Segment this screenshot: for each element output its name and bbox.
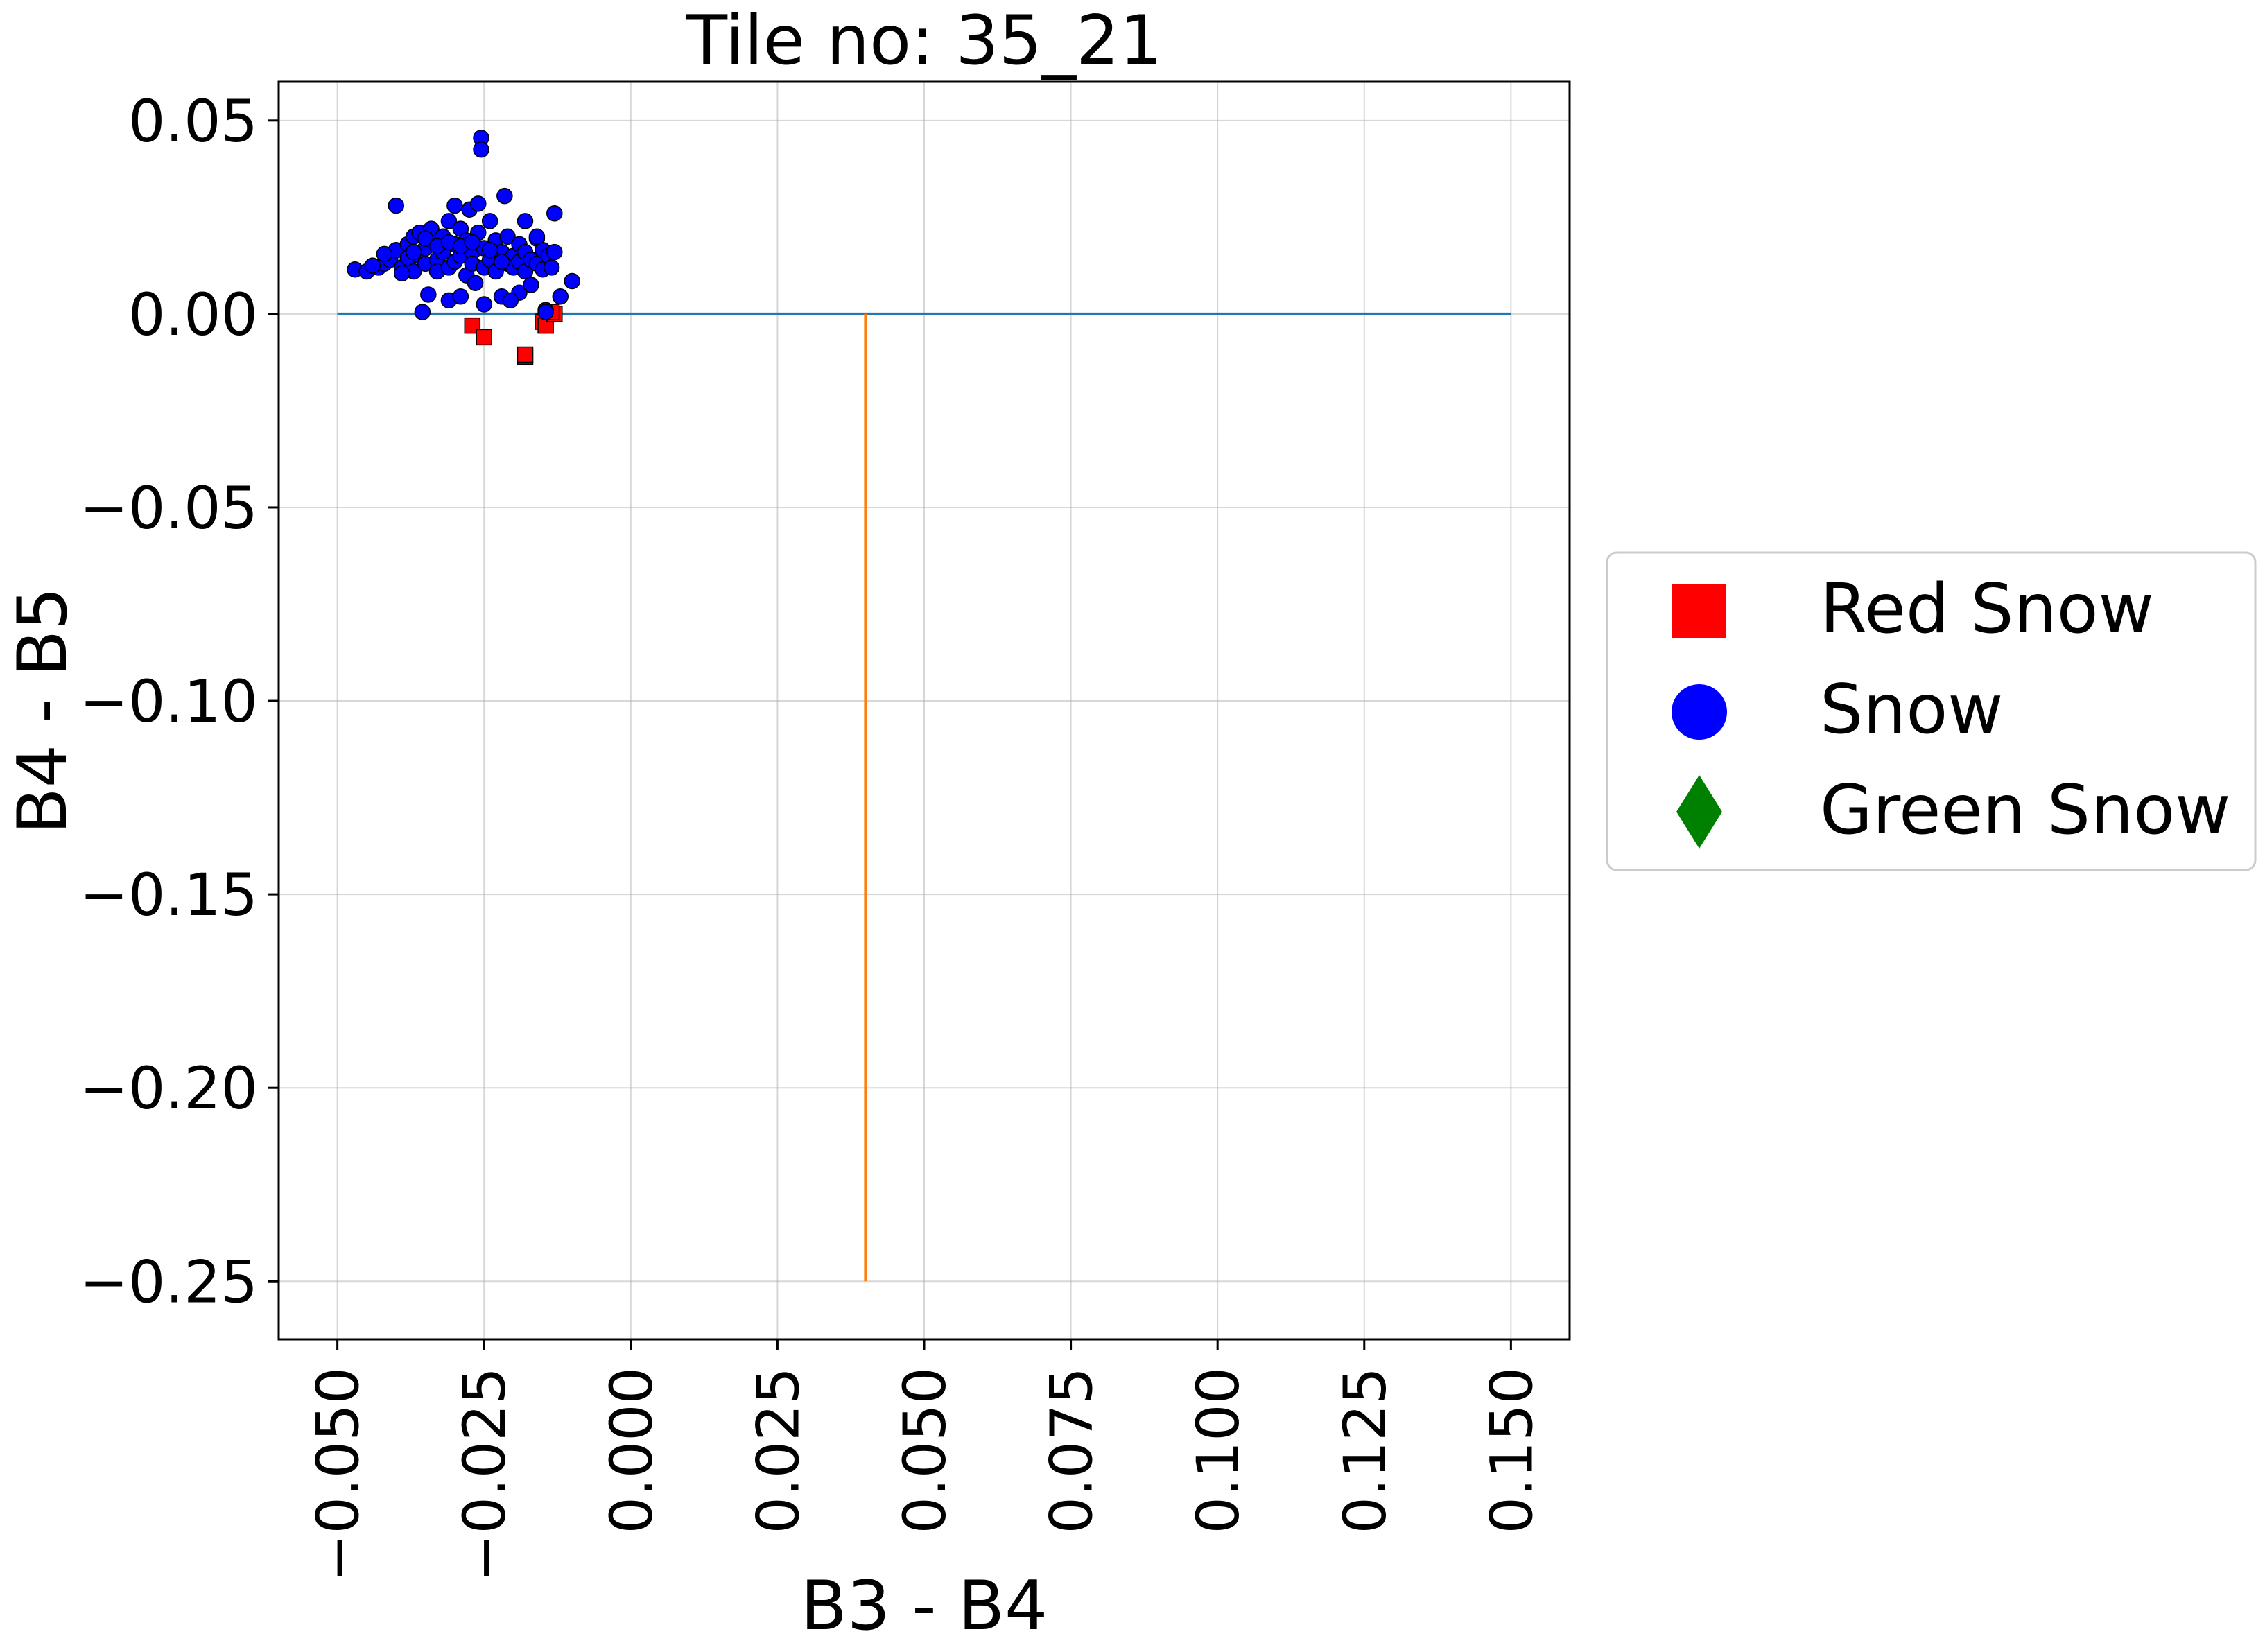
point-snow: [464, 234, 481, 251]
y-tick-label: −0.15: [80, 861, 258, 929]
y-tick-label: −0.20: [80, 1054, 258, 1122]
legend-frame: [1606, 551, 2257, 871]
y-tick-label: −0.05: [80, 474, 258, 542]
x-tick-label: −0.025: [451, 1367, 519, 1583]
x-axis-ticks: −0.050 −0.025 0.000 0.025 0.050 0.075 0.100 0.1…: [304, 1339, 1545, 1583]
point-snow: [493, 253, 510, 270]
point-snow: [496, 187, 513, 205]
point-snow: [546, 205, 563, 222]
point-snow: [528, 228, 546, 245]
point-snow: [417, 230, 434, 247]
legend-marker-snow: [1672, 684, 1727, 740]
y-tick-label: −0.10: [80, 668, 258, 736]
x-tick-label: 0.000: [598, 1367, 666, 1533]
data-points: [347, 130, 580, 365]
point-snow: [364, 257, 381, 274]
point-snow: [393, 265, 410, 282]
legend: Red Snow Snow Green Snow: [1606, 551, 2257, 871]
x-axis-label: B3 - B4: [801, 1567, 1048, 1646]
point-snow: [467, 275, 484, 291]
point-snow: [452, 288, 469, 305]
point-snow: [376, 245, 393, 263]
legend-label-snow: Snow: [1820, 670, 2003, 749]
x-tick-label: 0.075: [1038, 1367, 1106, 1533]
point-snow: [476, 296, 492, 313]
x-tick-label: −0.050: [304, 1367, 372, 1583]
legend-marker-green-snow: [1676, 775, 1722, 849]
x-tick-label: 0.025: [744, 1367, 812, 1533]
point-snow: [502, 292, 519, 309]
point-snow: [420, 286, 437, 303]
point-snow: [481, 213, 498, 229]
point-snow: [388, 197, 405, 214]
point-snow: [543, 259, 560, 276]
x-tick-label: 0.125: [1331, 1367, 1399, 1533]
legend-label-green-snow: Green Snow: [1820, 771, 2230, 850]
point-red-snow: [476, 329, 492, 346]
point-snow: [517, 213, 534, 229]
y-tick-label: −0.25: [80, 1248, 258, 1316]
legend-marker-red-snow: [1672, 584, 1726, 638]
x-tick-label: 0.150: [1477, 1367, 1545, 1533]
point-snow: [446, 197, 463, 214]
point-snow: [546, 243, 563, 261]
point-snow: [414, 304, 431, 320]
point-snow: [405, 243, 422, 261]
point-snow: [499, 228, 516, 245]
y-axis-label: B4 - B5: [3, 587, 83, 835]
y-tick-label: 0.05: [128, 87, 258, 155]
y-tick-label: 0.00: [128, 281, 258, 349]
point-snow: [473, 141, 489, 158]
x-tick-label: 0.050: [891, 1367, 959, 1533]
point-snow: [564, 272, 580, 290]
y-axis-ticks: 0.05 0.00 −0.05 −0.10 −0.15 −0.20 −0.25: [80, 87, 279, 1316]
chart-title: Tile no: 35_21: [685, 1, 1162, 80]
point-snow: [523, 277, 539, 293]
point-snow: [537, 304, 554, 320]
point-snow: [552, 288, 569, 305]
point-snow: [481, 242, 498, 259]
point-red-snow: [517, 346, 534, 363]
point-snow: [470, 195, 487, 212]
x-tick-label: 0.100: [1184, 1367, 1252, 1533]
point-snow: [440, 213, 458, 229]
legend-label-red-snow: Red Snow: [1820, 570, 2154, 649]
reference-lines: [337, 312, 1511, 1282]
